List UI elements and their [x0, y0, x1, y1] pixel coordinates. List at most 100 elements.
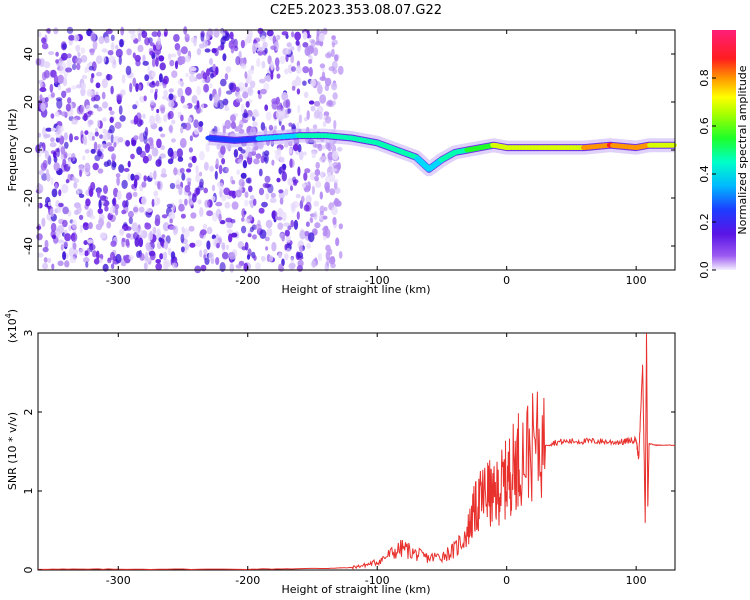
x-tick-label: -300 — [106, 574, 131, 587]
noise-speck — [331, 150, 339, 161]
noise-speck — [111, 198, 115, 205]
noise-speck — [62, 206, 69, 215]
noise-speck — [308, 100, 315, 105]
noise-speck — [93, 104, 99, 109]
noise-speck — [112, 207, 116, 214]
noise-speck — [122, 255, 127, 261]
noise-speck — [286, 42, 292, 48]
noise-speck — [257, 27, 264, 35]
noise-speck — [257, 90, 261, 95]
noise-speck — [144, 37, 151, 46]
noise-speck — [267, 55, 272, 65]
noise-speck — [55, 51, 59, 57]
noise-speck — [180, 213, 186, 219]
noise-speck — [152, 226, 157, 235]
noise-speck — [303, 91, 309, 99]
noise-speck — [199, 150, 205, 161]
x-tick-label: 0 — [503, 274, 510, 287]
noise-speck — [199, 207, 204, 217]
noise-speck — [107, 50, 114, 56]
noise-speck — [260, 122, 266, 131]
noise-speck — [163, 240, 169, 250]
noise-speck — [79, 169, 83, 177]
noise-speck — [82, 134, 87, 145]
noise-speck — [96, 250, 100, 260]
noise-speck — [50, 113, 55, 119]
noise-speck — [201, 103, 205, 110]
noise-speck — [119, 228, 125, 235]
noise-speck — [258, 207, 265, 214]
noise-speck — [332, 161, 339, 169]
noise-speck — [298, 150, 304, 161]
noise-speck — [50, 177, 54, 185]
x-tick-label: -300 — [106, 274, 131, 287]
noise-speck — [145, 251, 149, 262]
noise-speck — [304, 46, 311, 56]
noise-speck — [331, 167, 338, 172]
noise-speck — [101, 48, 108, 53]
noise-speck — [199, 249, 203, 258]
noise-speck — [37, 132, 42, 138]
noise-speck — [314, 168, 321, 177]
noise-speck — [324, 77, 332, 87]
noise-speck — [319, 76, 327, 82]
noise-speck — [307, 232, 315, 243]
snr-y-ticks: 0 1 2 3 — [22, 330, 675, 574]
noise-speck — [248, 151, 252, 158]
noise-speck — [290, 46, 295, 51]
noise-speck — [134, 237, 140, 247]
noise-speck — [158, 55, 165, 62]
noise-speck — [149, 81, 156, 88]
noise-speck — [269, 255, 274, 262]
noise-speck — [297, 166, 301, 177]
noise-speck — [274, 57, 280, 67]
spectrogram-signal-ridge — [205, 128, 677, 177]
noise-speck — [155, 57, 159, 67]
noise-speck — [288, 262, 296, 270]
noise-speck — [151, 198, 155, 208]
noise-speck — [265, 74, 272, 83]
noise-speck — [191, 155, 197, 164]
noise-speck — [169, 59, 175, 67]
noise-speck — [109, 110, 115, 116]
noise-speck — [198, 171, 203, 177]
noise-speck — [155, 80, 160, 87]
noise-speck — [50, 127, 57, 132]
spectrogram-y-label: Frequency (Hz) — [6, 109, 19, 192]
noise-speck — [206, 28, 213, 38]
noise-speck — [229, 31, 234, 40]
noise-speck — [197, 185, 204, 191]
noise-speck — [101, 78, 108, 89]
noise-speck — [277, 208, 284, 217]
noise-speck — [203, 187, 208, 194]
noise-speck — [44, 97, 49, 103]
noise-speck — [175, 184, 181, 190]
noise-speck — [96, 188, 101, 198]
noise-speck — [60, 244, 64, 251]
noise-speck — [193, 38, 197, 47]
noise-speck — [285, 98, 291, 109]
noise-speck — [43, 61, 51, 69]
noise-speck — [104, 205, 109, 212]
y-tick-label: -20 — [22, 189, 35, 207]
noise-speck — [83, 257, 90, 263]
noise-speck — [180, 95, 185, 104]
noise-speck — [247, 233, 252, 238]
noise-speck — [209, 83, 213, 89]
noise-speck — [126, 48, 132, 56]
noise-speck — [240, 103, 245, 114]
noise-speck — [75, 189, 80, 196]
noise-speck — [236, 169, 240, 175]
noise-speck — [81, 82, 86, 90]
noise-speck — [312, 124, 318, 129]
noise-speck — [171, 119, 176, 125]
noise-speck — [184, 33, 190, 43]
noise-speck — [153, 196, 160, 207]
noise-speck — [67, 158, 72, 167]
noise-speck — [111, 160, 117, 171]
noise-speck — [39, 94, 43, 101]
noise-speck — [304, 185, 311, 193]
noise-speck — [54, 183, 58, 190]
noise-speck — [226, 229, 233, 234]
noise-speck — [218, 87, 222, 98]
